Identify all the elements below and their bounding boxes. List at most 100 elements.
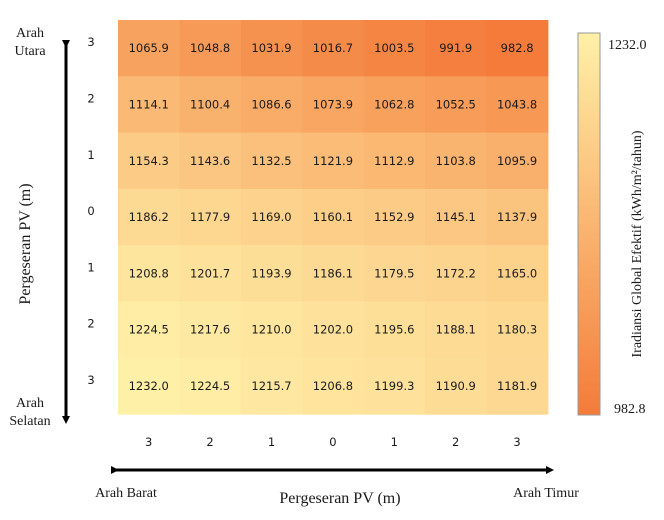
heatmap-cell [425, 357, 487, 415]
heatmap-cell [486, 188, 549, 246]
cell-value-label: 1160.1 [313, 210, 353, 224]
cell-value-label: 991.9 [439, 41, 472, 55]
heatmap-cell [302, 20, 365, 77]
cell-value-label: 1179.5 [374, 266, 414, 280]
heatmap-cell [486, 76, 549, 134]
x-tick-label: 0 [329, 435, 336, 449]
y-tick-label: 1 [87, 260, 94, 274]
cell-value-label: 1145.1 [436, 210, 476, 224]
cell-value-label: 1031.9 [251, 41, 291, 55]
cell-value-label: 1199.3 [374, 379, 414, 393]
cell-value-label: 1121.9 [313, 154, 353, 168]
y-dir-bottom-line1: Arah [16, 396, 44, 411]
heatmap-cell [363, 20, 426, 77]
heatmap-cell [302, 188, 365, 246]
cell-value-label: 1190.9 [436, 379, 476, 393]
cell-value-label: 1100.4 [190, 97, 230, 111]
cell-value-label: 1186.2 [129, 210, 169, 224]
heatmap-cell [363, 245, 426, 303]
heatmap-cell [240, 245, 303, 303]
heatmap-cell [240, 357, 303, 415]
heatmap-cell [240, 76, 303, 134]
cell-value-label: 1193.9 [251, 266, 291, 280]
cell-value-label: 1003.5 [374, 41, 414, 55]
x-tick-label: 3 [145, 435, 152, 449]
cell-value-label: 1215.7 [251, 379, 291, 393]
cell-value-label: 1062.8 [374, 97, 414, 111]
cell-value-label: 1180.3 [497, 323, 537, 337]
cell-value-label: 1188.1 [436, 323, 476, 337]
cell-value-label: 1210.0 [251, 323, 291, 337]
x-dir-left: Arah Barat [95, 486, 157, 501]
cell-value-label: 1217.6 [190, 323, 230, 337]
heatmap-cell [118, 301, 180, 359]
cell-value-label: 1202.0 [313, 323, 353, 337]
heatmap-cell [118, 132, 180, 190]
heatmap-cell [486, 132, 549, 190]
cell-value-label: 1165.0 [497, 266, 537, 280]
cell-value-label: 1095.9 [497, 154, 537, 168]
heatmap-cell [179, 20, 242, 77]
y-dir-top-line1: Arah [16, 26, 44, 41]
x-tick-labels: 3 2 1 0 1 2 3 [145, 435, 521, 449]
heatmap-cell [302, 132, 365, 190]
heatmap-cell [302, 357, 365, 415]
heatmap-cells [118, 20, 549, 415]
y-tick-label: 3 [87, 35, 94, 49]
heatmap-cell [425, 76, 487, 134]
heatmap-cell [486, 20, 549, 77]
heatmap-cell [425, 245, 487, 303]
cell-value-label: 1132.5 [251, 154, 291, 168]
cell-value-label: 1201.7 [190, 266, 230, 280]
heatmap-cell [118, 245, 180, 303]
heatmap-cell [179, 132, 242, 190]
x-dir-right: Arah Timur [513, 486, 579, 501]
heatmap-cell [363, 357, 426, 415]
heatmap-cell [302, 245, 365, 303]
heatmap-cell [179, 76, 242, 134]
cell-value-label: 1186.1 [313, 266, 353, 280]
y-axis-title: Pergeseran PV (m) [17, 183, 34, 304]
heatmap-cell [363, 301, 426, 359]
heatmap-cell [179, 357, 242, 415]
heatmap-cell [425, 301, 487, 359]
heatmap-cell [486, 357, 549, 415]
cell-value-label: 1137.9 [497, 210, 537, 224]
cell-value-label: 1177.9 [190, 210, 230, 224]
x-tick-label: 2 [452, 435, 459, 449]
colorbar-max-label: 1232.0 [608, 38, 647, 53]
cell-value-label: 1224.5 [190, 379, 230, 393]
cell-value-label: 1143.6 [190, 154, 230, 168]
y-tick-label: 3 [87, 373, 94, 387]
y-tick-label: 0 [87, 204, 94, 218]
cell-value-label: 1086.6 [251, 97, 291, 111]
heatmap-cell [240, 188, 303, 246]
y-dir-bottom-line2: Selatan [9, 414, 50, 429]
cell-value-label: 1206.8 [313, 379, 353, 393]
cell-value-label: 1016.7 [313, 41, 353, 55]
heatmap-cell [425, 188, 487, 246]
cell-value-label: 1172.2 [436, 266, 476, 280]
cell-value-label: 1195.6 [374, 323, 414, 337]
cell-value-label: 1048.8 [190, 41, 230, 55]
heatmap-cell [363, 76, 426, 134]
heatmap-cell [486, 301, 549, 359]
heatmap-cell [179, 301, 242, 359]
y-tick-label: 2 [87, 91, 94, 105]
cell-value-label: 1065.9 [129, 41, 169, 55]
heatmap-cell [118, 20, 180, 77]
x-axis-title: Pergeseran PV (m) [279, 490, 400, 507]
heatmap-cell [240, 301, 303, 359]
heatmap-cell [363, 132, 426, 190]
cell-value-label: 1114.1 [129, 97, 169, 111]
heatmap-cell [118, 188, 180, 246]
cell-value-label: 1181.9 [497, 379, 537, 393]
cell-value-label: 1208.8 [129, 266, 169, 280]
heatmap-cell [118, 357, 180, 415]
x-tick-label: 3 [513, 435, 520, 449]
heatmap-cell [363, 188, 426, 246]
heatmap-cell [118, 76, 180, 134]
cell-value-label: 1154.3 [129, 154, 169, 168]
cell-value-label: 1232.0 [129, 379, 169, 393]
